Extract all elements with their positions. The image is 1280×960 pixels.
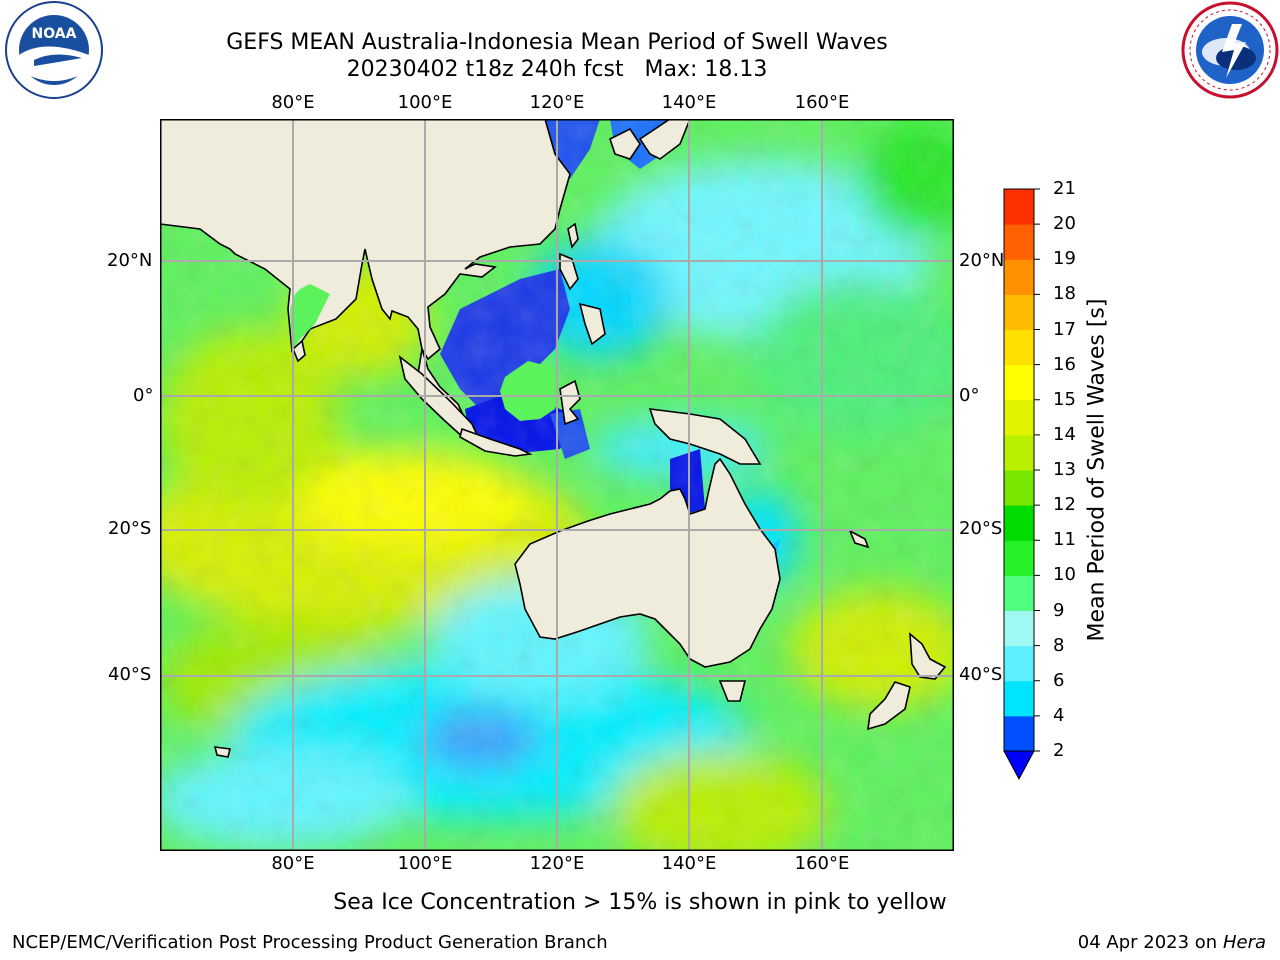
colorbar-segment xyxy=(1004,259,1034,295)
colorbar-segment xyxy=(1004,224,1034,260)
lon-label-top-80e: 80°E xyxy=(271,92,315,113)
lon-label-bottom-80e: 80°E xyxy=(271,853,315,874)
colorbar-tick-label: 12 xyxy=(1053,494,1076,516)
swell-period-map xyxy=(160,119,954,851)
lon-label-top-160e: 160°E xyxy=(794,92,850,113)
colorbar-segment xyxy=(1004,189,1034,225)
colorbar-tick-label: 6 xyxy=(1053,669,1065,691)
colorbar-tick-label: 2 xyxy=(1053,740,1065,761)
lat-label-left-20n: 20°N xyxy=(107,250,153,271)
colorbar-label: Mean Period of Swell Waves [s] xyxy=(1084,298,1110,642)
colorbar-segment xyxy=(1004,470,1034,506)
colorbar-segment xyxy=(1004,610,1034,647)
colorbar-segment xyxy=(1004,575,1034,611)
lon-label-bottom-100e: 100°E xyxy=(397,853,453,874)
colorbar-tick-label: 21 xyxy=(1053,178,1076,199)
run-date-text: 04 Apr 2023 on xyxy=(1077,932,1223,953)
colorbar-tick-label: 11 xyxy=(1053,529,1076,551)
colorbar-segment xyxy=(1004,505,1034,541)
colorbar-segment xyxy=(1004,434,1034,471)
colorbar-tick-label: 19 xyxy=(1053,248,1076,270)
colorbar-tick-label: 8 xyxy=(1053,634,1065,656)
noaa-logo: NOAA xyxy=(5,1,103,99)
colorbar-tick-label: 13 xyxy=(1053,459,1076,480)
lon-label-top-140e: 140°E xyxy=(661,92,717,113)
lon-label-bottom-160e: 160°E xyxy=(794,853,850,874)
colorbar-segment xyxy=(1004,364,1034,401)
sea-ice-note: Sea Ice Concentration > 15% is shown in … xyxy=(333,890,947,915)
lat-label-left-0: 0° xyxy=(133,385,154,406)
lon-label-bottom-120e: 120°E xyxy=(529,853,585,874)
colorbar-tick-label: 10 xyxy=(1053,564,1076,586)
colorbar-segment xyxy=(1004,680,1034,717)
colorbar-tick-label: 20 xyxy=(1053,213,1076,235)
lat-label-right-40s: 40°S xyxy=(959,664,1003,685)
colorbar-segment xyxy=(1004,540,1034,576)
lat-label-right-20s: 20°S xyxy=(959,518,1003,539)
chart-title: GEFS MEAN Australia-Indonesia Mean Perio… xyxy=(226,30,888,55)
colorbar xyxy=(1003,188,1040,781)
colorbar-segment xyxy=(1004,715,1034,752)
colorbar-tick-label: 18 xyxy=(1053,283,1076,305)
run-date: 04 Apr 2023 on Hera xyxy=(1078,932,1266,953)
chart-subtitle: 20230402 t18z 240h fcst Max: 18.13 xyxy=(346,57,768,82)
lon-label-top-120e: 120°E xyxy=(529,92,585,113)
colorbar-tick-label: 9 xyxy=(1053,599,1065,621)
credit-text: NCEP/EMC/Verification Post Processing Pr… xyxy=(12,932,608,953)
machine-name: Hera xyxy=(1222,932,1266,953)
lat-label-left-20s: 20°S xyxy=(108,518,152,539)
lat-label-right-20n: 20°N xyxy=(959,250,1005,271)
lat-label-left-40s: 40°S xyxy=(108,664,152,685)
lon-label-bottom-140e: 140°E xyxy=(661,853,717,874)
svg-text:NOAA: NOAA xyxy=(32,26,77,42)
colorbar-segment xyxy=(1004,329,1034,366)
lon-label-top-100e: 100°E xyxy=(397,92,453,113)
colorbar-tick-label: 15 xyxy=(1053,388,1076,410)
land-masses xyxy=(160,119,947,758)
lat-label-right-0: 0° xyxy=(959,385,980,406)
colorbar-segment xyxy=(1004,399,1034,436)
nws-logo xyxy=(1181,1,1279,99)
colorbar-tick-label: 17 xyxy=(1053,318,1076,340)
colorbar-tick-label: 14 xyxy=(1053,423,1076,445)
colorbar-tick-label: 4 xyxy=(1053,704,1065,726)
colorbar-tick-label: 16 xyxy=(1053,353,1076,375)
graticule xyxy=(160,119,954,851)
colorbar-segment xyxy=(1004,645,1034,682)
map-frame xyxy=(160,119,954,851)
colorbar-under-triangle xyxy=(1003,750,1035,781)
colorbar-segment xyxy=(1004,294,1034,330)
